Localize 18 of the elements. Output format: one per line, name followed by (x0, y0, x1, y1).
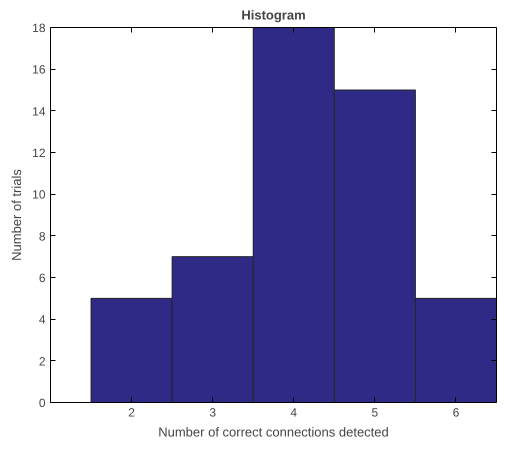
x-tick-label: 3 (209, 406, 216, 420)
x-axis-title: Number of correct connections detected (158, 424, 389, 440)
y-tick-label: 10 (32, 188, 46, 202)
y-tick-label: 4 (38, 312, 46, 327)
x-tick-label: 4 (290, 406, 298, 420)
y-tick-label: 16 (32, 62, 46, 77)
chart-title: Histogram (241, 8, 306, 22)
y-tick-label: 6 (38, 271, 46, 285)
y-tick-label: 14 (32, 104, 46, 118)
y-tick-label: 2 (38, 354, 46, 368)
y-tick-label: 0 (38, 396, 46, 410)
y-axis-title: Number of trials (9, 168, 24, 261)
y-tick-label: 8 (38, 229, 46, 244)
x-tick-label: 2 (128, 406, 136, 420)
x-tick-label: 6 (452, 406, 460, 420)
y-tick-label: 12 (32, 146, 46, 160)
y-tick-label: 18 (32, 21, 46, 35)
x-tick-label: 5 (372, 406, 379, 420)
